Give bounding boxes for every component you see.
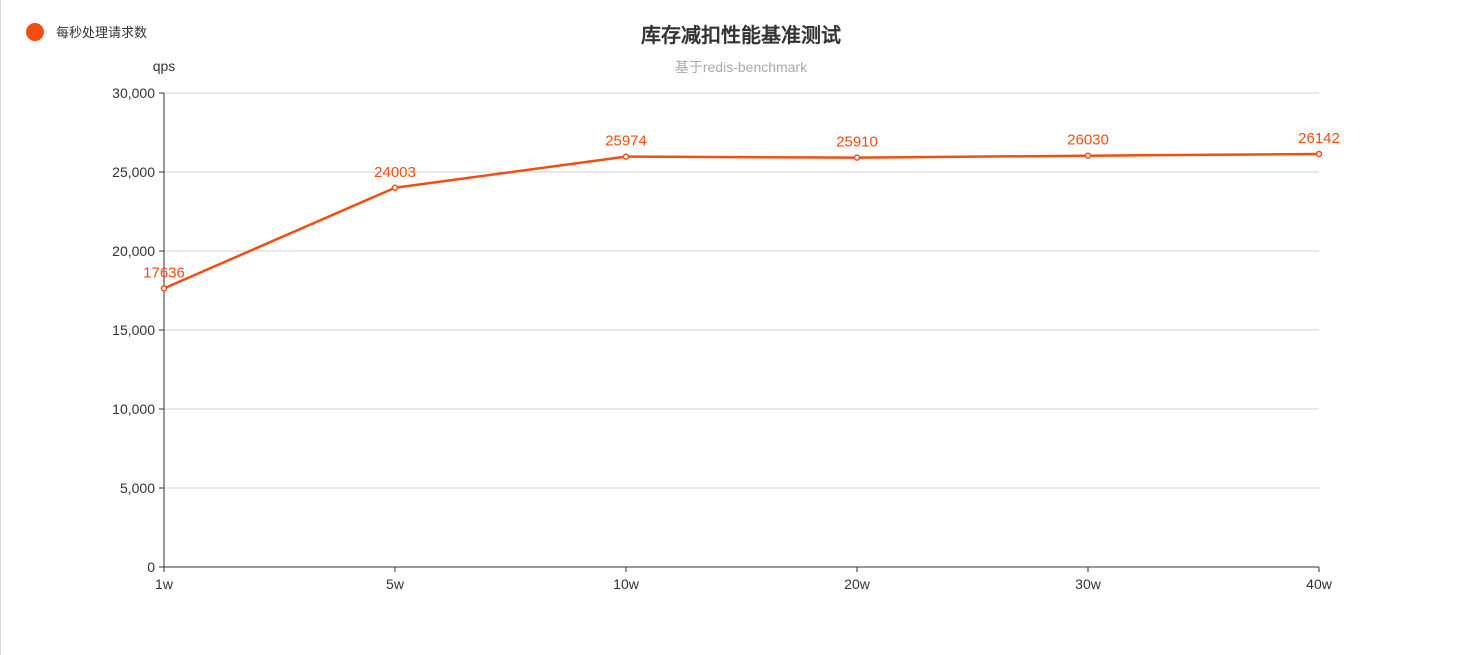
data-label: 24003 [374,164,416,181]
y-axis-label: qps [153,58,176,74]
window-left-border [0,0,1,655]
data-label: 26030 [1067,132,1109,149]
x-tick-label: 30w [1075,576,1102,592]
legend[interactable]: 每秒处理请求数 [26,22,147,41]
y-tick-label: 0 [147,559,155,575]
legend-label: 每秒处理请求数 [56,25,148,40]
chart-title: 库存减扣性能基准测试 [641,25,841,47]
chart-subtitle: 基于redis-benchmark [674,59,808,75]
series-polyline [163,152,1320,290]
y-tick-label: 5,000 [120,480,155,496]
data-point [391,184,399,192]
data-label: 25974 [605,133,647,150]
y-tick-label: 30,000 [112,85,155,101]
data-point [853,154,861,161]
x-tick-label: 20w [844,576,871,592]
y-tick-label: 10,000 [112,401,155,417]
data-point [1084,152,1092,159]
data-point [160,285,168,292]
x-tick-label: 5w [386,576,405,592]
y-tick-label: 15,000 [112,322,155,338]
data-labels: 17636 24003 25974 25910 26030 26142 [143,130,1340,281]
x-tick-label: 10w [613,576,640,592]
y-tick-label: 20,000 [112,243,155,259]
data-label: 25910 [836,134,878,151]
data-point [1315,150,1323,158]
grid-lines [164,92,1319,489]
legend-marker-icon [26,22,44,41]
series-line [160,150,1323,292]
y-tick-label: 25,000 [112,164,155,180]
x-tick-label: 1w [155,576,174,592]
axes: 0 5,000 10,000 15,000 20,000 25,000 30,000 qps 1… [112,58,1333,592]
data-label: 26142 [1298,130,1340,147]
x-tick-label: 40w [1306,576,1333,592]
data-label: 17636 [143,264,185,281]
data-point [622,153,630,160]
